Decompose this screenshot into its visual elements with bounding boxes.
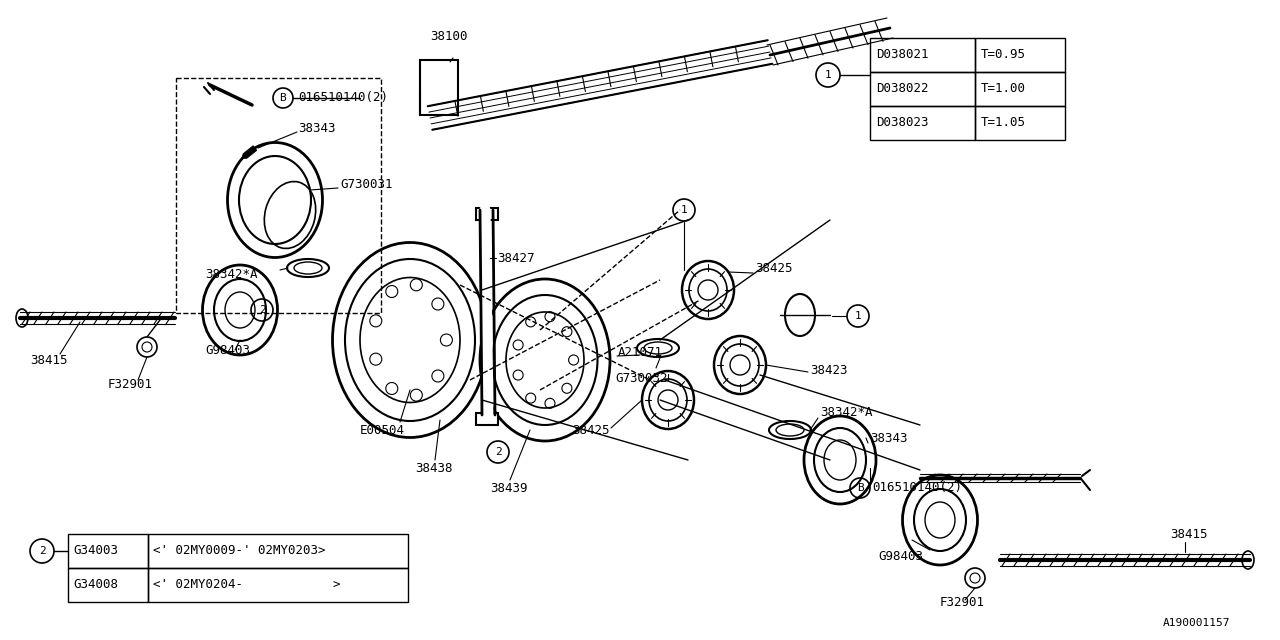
Text: 1: 1: [855, 311, 861, 321]
Text: 38100: 38100: [430, 29, 467, 42]
Text: B: B: [279, 93, 287, 103]
Bar: [870, 38, 975, 72]
Text: <' 02MY0009-' 02MY0203>: <' 02MY0009-' 02MY0203>: [154, 545, 325, 557]
Bar: [476, 413, 498, 425]
Bar: [975, 38, 1065, 72]
Text: 38343: 38343: [298, 122, 335, 134]
Text: 38415: 38415: [1170, 529, 1207, 541]
Text: <' 02MY0204-            >: <' 02MY0204- >: [154, 579, 340, 591]
Text: 1: 1: [681, 205, 687, 215]
Text: G34003: G34003: [73, 545, 118, 557]
Text: 016510140(2): 016510140(2): [298, 92, 388, 104]
Text: G730032: G730032: [614, 371, 667, 385]
Text: A190001157: A190001157: [1162, 618, 1230, 628]
Text: G34008: G34008: [73, 579, 118, 591]
Text: B: B: [856, 483, 864, 493]
Text: D038022: D038022: [876, 83, 928, 95]
Bar: [177, 78, 381, 313]
Text: G98403: G98403: [205, 344, 250, 356]
Bar: [870, 72, 975, 106]
Text: 2: 2: [259, 305, 265, 315]
Text: 2: 2: [494, 447, 502, 457]
Text: 38425: 38425: [572, 424, 611, 436]
Bar: [148, 568, 408, 602]
Text: E00504: E00504: [360, 424, 404, 436]
Text: D038023: D038023: [876, 116, 928, 129]
Text: 38415: 38415: [29, 353, 68, 367]
Bar: [148, 534, 408, 568]
Bar: [975, 106, 1065, 140]
Text: 38439: 38439: [490, 481, 527, 495]
Text: 38438: 38438: [415, 461, 453, 474]
Text: D038021: D038021: [876, 49, 928, 61]
Text: 38427: 38427: [497, 252, 535, 264]
Bar: [68, 534, 148, 568]
Text: 2: 2: [38, 546, 45, 556]
Text: T=1.00: T=1.00: [980, 83, 1027, 95]
Text: G730031: G730031: [340, 179, 393, 191]
Text: 1: 1: [824, 70, 832, 80]
Text: A21071: A21071: [618, 346, 663, 358]
Bar: [476, 208, 498, 220]
Text: 016510140(2): 016510140(2): [872, 481, 963, 495]
Text: F32901: F32901: [940, 596, 986, 609]
Text: T=0.95: T=0.95: [980, 49, 1027, 61]
Text: T=1.05: T=1.05: [980, 116, 1027, 129]
Text: F32901: F32901: [108, 378, 154, 392]
Text: G98403: G98403: [878, 550, 923, 563]
Bar: [870, 106, 975, 140]
Bar: [975, 72, 1065, 106]
Bar: [420, 60, 458, 115]
Text: 38342*A: 38342*A: [205, 269, 257, 282]
Text: 38343: 38343: [870, 431, 908, 445]
Bar: [68, 568, 148, 602]
Text: 38425: 38425: [755, 262, 792, 275]
Text: 38423: 38423: [810, 364, 847, 376]
FancyArrow shape: [242, 146, 257, 159]
Text: 38342*A: 38342*A: [820, 406, 873, 419]
